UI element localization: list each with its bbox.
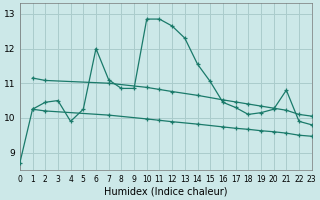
X-axis label: Humidex (Indice chaleur): Humidex (Indice chaleur) [104,187,228,197]
